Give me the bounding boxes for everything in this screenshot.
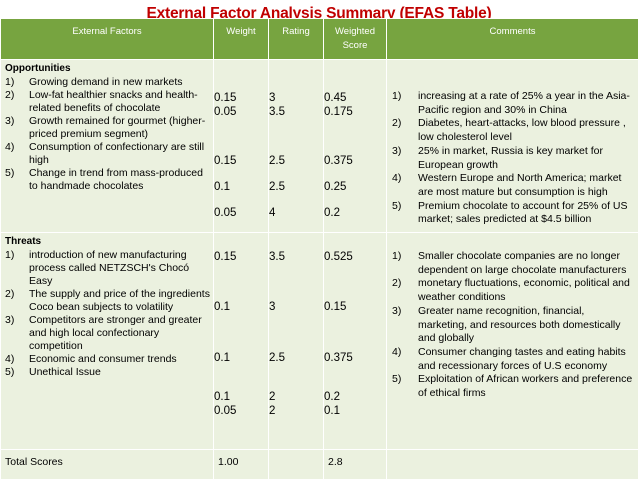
weight-value: 0.05 <box>214 206 268 220</box>
header-weighted-score: Weighted Score <box>324 19 387 60</box>
comment-item: 5)Premium chocolate to account for 25% o… <box>392 200 635 227</box>
rating-value: 3 <box>269 91 323 105</box>
threats-row: Threats 1)introduction of new manufactur… <box>1 233 638 450</box>
comment-item: 1)increasing at a rate of 25% a year in … <box>392 90 635 117</box>
efas-table: External Factors Weight Rating Weighted … <box>0 18 638 480</box>
score-value: 0.525 <box>324 250 386 264</box>
totals-label: Total Scores <box>1 450 214 480</box>
rating-value: 4 <box>269 206 323 220</box>
threat-item: 1)introduction of new manufacturing proc… <box>5 249 210 288</box>
score-value: 0.45 <box>324 91 386 105</box>
opportunities-rating-cell: 3 3.5 2.5 2.5 4 <box>269 60 324 233</box>
header-comments: Comments <box>387 19 638 60</box>
totals-rating <box>269 450 324 480</box>
opportunity-item: 3)Growth remained for gourmet (higher-pr… <box>5 115 210 141</box>
weight-value: 0.1 <box>214 180 268 194</box>
header-external-factors: External Factors <box>1 19 214 60</box>
score-value: 0.15 <box>324 300 386 314</box>
rating-value: 2.5 <box>269 154 323 168</box>
weight-value: 0.05 <box>214 105 268 119</box>
header-weighted-line2: Score <box>343 40 368 51</box>
rating-value: 2.5 <box>269 351 323 365</box>
opportunities-weight-cell: 0.15 0.05 0.15 0.1 0.05 <box>214 60 269 233</box>
score-value: 0.375 <box>324 154 386 168</box>
comment-item: 2)Diabetes, heart-attacks, low blood pre… <box>392 117 635 144</box>
threats-weight-cell: 0.15 0.1 0.1 0.1 0.05 <box>214 233 269 450</box>
header-row: External Factors Weight Rating Weighted … <box>1 19 638 60</box>
threats-comments-list: 1)Smaller chocolate companies are no lon… <box>387 250 638 401</box>
rating-value: 3.5 <box>269 105 323 119</box>
weight-value: 0.05 <box>214 404 268 418</box>
totals-score: 2.8 <box>324 450 387 480</box>
threats-factors-cell: Threats 1)introduction of new manufactur… <box>1 233 214 450</box>
score-value: 0.175 <box>324 105 386 119</box>
comment-item: 2)monetary fluctuations, economic, polit… <box>392 277 635 304</box>
threats-comments-cell: 1)Smaller chocolate companies are no lon… <box>387 233 638 450</box>
opportunity-item: 1)Growing demand in new markets <box>5 76 210 89</box>
weight-value: 0.15 <box>214 154 268 168</box>
rating-value: 2 <box>269 390 323 404</box>
threats-list: 1)introduction of new manufacturing proc… <box>1 249 213 380</box>
opportunities-factors-cell: Opportunities 1)Growing demand in new ma… <box>1 60 214 233</box>
opportunities-comments-list: 1)increasing at a rate of 25% a year in … <box>387 90 638 227</box>
score-value: 0.1 <box>324 404 386 418</box>
header-weighted-line1: Weighted <box>335 26 375 37</box>
comment-item: 1)Smaller chocolate companies are no lon… <box>392 250 635 277</box>
rating-value: 2.5 <box>269 180 323 194</box>
threat-item: 3)Competitors are stronger and greater a… <box>5 314 210 353</box>
weight-value: 0.15 <box>214 91 268 105</box>
totals-comments <box>387 450 638 480</box>
weight-value: 0.1 <box>214 300 268 314</box>
weight-value: 0.15 <box>214 250 268 264</box>
totals-row: Total Scores 1.00 2.8 <box>1 450 638 480</box>
threat-item: 4)Economic and consumer trends <box>5 353 210 366</box>
opportunities-row: Opportunities 1)Growing demand in new ma… <box>1 60 638 233</box>
opportunities-comments-cell: 1)increasing at a rate of 25% a year in … <box>387 60 638 233</box>
comment-item: 4)Consumer changing tastes and eating ha… <box>392 346 635 373</box>
rating-value: 2 <box>269 404 323 418</box>
totals-weight: 1.00 <box>214 450 269 480</box>
comment-item: 3)Greater name recognition, financial, m… <box>392 305 635 346</box>
weight-value: 0.1 <box>214 351 268 365</box>
score-value: 0.25 <box>324 180 386 194</box>
opportunities-list: 1)Growing demand in new markets 2)Low-fa… <box>1 76 213 194</box>
threat-item: 2)The supply and price of the ingredient… <box>5 288 210 314</box>
score-value: 0.2 <box>324 390 386 404</box>
header-rating: Rating <box>269 19 324 60</box>
header-weight: Weight <box>214 19 269 60</box>
threats-score-cell: 0.525 0.15 0.375 0.2 0.1 <box>324 233 387 450</box>
opportunities-score-cell: 0.45 0.175 0.375 0.25 0.2 <box>324 60 387 233</box>
opportunity-item: 2)Low-fat healthier snacks and health-re… <box>5 89 210 115</box>
opportunities-label: Opportunities <box>1 60 213 76</box>
comment-item: 5)Exploitation of African workers and pr… <box>392 373 635 400</box>
score-value: 0.375 <box>324 351 386 365</box>
score-value: 0.2 <box>324 206 386 220</box>
rating-value: 3 <box>269 300 323 314</box>
opportunity-item: 4)Consumption of confectionary are still… <box>5 141 210 167</box>
threats-label: Threats <box>1 233 213 249</box>
weight-value: 0.1 <box>214 390 268 404</box>
threats-rating-cell: 3.5 3 2.5 2 2 <box>269 233 324 450</box>
comment-item: 3)25% in market, Russia is key market fo… <box>392 145 635 172</box>
comment-item: 4)Western Europe and North America; mark… <box>392 172 635 199</box>
rating-value: 3.5 <box>269 250 323 264</box>
threat-item: 5)Unethical Issue <box>5 366 210 379</box>
opportunity-item: 5)Change in trend from mass-produced to … <box>5 167 210 193</box>
